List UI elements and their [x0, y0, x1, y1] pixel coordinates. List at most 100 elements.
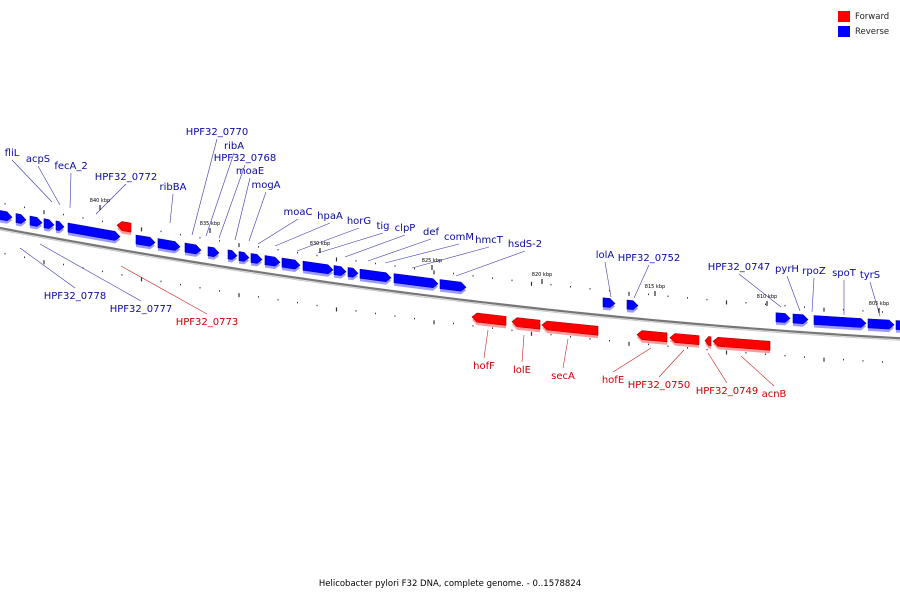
- ribBA2-gene-arrow[interactable]: [157, 238, 181, 254]
- HPF32_0770-gene-arrow[interactable]: [184, 242, 202, 257]
- gene-label[interactable]: moaE: [236, 166, 264, 177]
- secA-gene-arrow[interactable]: [541, 320, 599, 339]
- gene-label[interactable]: clpP: [395, 223, 416, 234]
- scale-label: 825 kbp: [422, 258, 442, 264]
- horG-gene-arrow[interactable]: [302, 260, 334, 277]
- HPF32_0749-gene-arrow[interactable]: [704, 336, 712, 349]
- hpaA-gene-arrow[interactable]: [281, 257, 301, 272]
- hsdS-2-gene-arrow[interactable]: [439, 279, 467, 295]
- lolA-gene-arrow[interactable]: [602, 297, 616, 311]
- gene-body: [511, 317, 541, 330]
- gene-label[interactable]: hofE: [602, 375, 624, 386]
- gene-label[interactable]: acnB: [762, 389, 787, 400]
- tyrS-gene-arrow[interactable]: [867, 318, 895, 333]
- gene-arrows[interactable]: [0, 210, 900, 354]
- gene-body: [775, 312, 791, 323]
- pyrH-gene-arrow[interactable]: [792, 313, 809, 327]
- lolE-gene-arrow[interactable]: [511, 317, 541, 333]
- gene-label[interactable]: hofF: [473, 361, 495, 372]
- leader-line: [483, 329, 489, 359]
- HPF32_0752-gene-arrow[interactable]: [626, 299, 639, 313]
- scale-label: 835 kbp: [200, 221, 220, 227]
- gene-label[interactable]: ribA: [224, 141, 244, 152]
- gene-body: [29, 215, 43, 227]
- gene-body: [250, 253, 263, 264]
- gene-body: [184, 242, 202, 255]
- hofF-gene-arrow[interactable]: [471, 312, 507, 329]
- gene-label[interactable]: horG: [347, 216, 371, 227]
- ribA-gene-arrow[interactable]: [207, 246, 220, 260]
- gene-label[interactable]: hsdS-2: [508, 239, 542, 250]
- ribBA-gene-arrow[interactable]: [135, 234, 156, 250]
- gene-label[interactable]: hpaA: [317, 211, 343, 222]
- leader-line: [367, 238, 432, 262]
- gene-body: [333, 265, 347, 276]
- gene-label[interactable]: secA: [551, 371, 575, 382]
- gene-label[interactable]: HPF32_0747: [708, 262, 770, 273]
- leader-line: [69, 172, 72, 209]
- gene-body: [471, 312, 507, 326]
- gene-label[interactable]: HPF32_0777: [110, 304, 172, 315]
- clpP-gene-arrow[interactable]: [347, 267, 359, 281]
- leader-line: [411, 246, 490, 269]
- gene-label[interactable]: ribBA: [160, 182, 187, 193]
- gene-label[interactable]: comM: [444, 232, 474, 243]
- gene-label[interactable]: HPF32_0768: [214, 153, 276, 164]
- legend-label: Reverse: [855, 26, 890, 37]
- gene-label[interactable]: pyrH: [775, 264, 799, 275]
- leader-line: [604, 261, 612, 298]
- hofE-gene-arrow[interactable]: [636, 330, 668, 345]
- gene-label[interactable]: spoT: [832, 268, 857, 279]
- gene-body: [116, 221, 132, 233]
- gene-body: [281, 257, 301, 270]
- leader-line: [633, 264, 650, 299]
- mogA-gene-arrow[interactable]: [250, 253, 263, 267]
- gene-body: [439, 279, 467, 292]
- gene-label[interactable]: fecA_2: [54, 161, 87, 172]
- gene-label[interactable]: def: [423, 227, 440, 238]
- tig-gene-arrow[interactable]: [333, 265, 347, 279]
- HPF32_0750-gene-arrow[interactable]: [669, 333, 700, 348]
- acpS2-gene-arrow[interactable]: [29, 215, 43, 230]
- HPF32_0773-gene-arrow[interactable]: [116, 221, 132, 236]
- gene-label[interactable]: HPF32_0773: [176, 317, 238, 328]
- acpS-gene-arrow[interactable]: [15, 213, 27, 227]
- gene-label[interactable]: HPF32_0752: [618, 253, 680, 264]
- reverse-swatch: [838, 26, 850, 37]
- moaC-gene-arrow[interactable]: [264, 255, 281, 270]
- gene-body: [704, 336, 712, 347]
- leader-line: [248, 191, 267, 242]
- gene-label[interactable]: acpS: [26, 154, 50, 165]
- tyrS2-gene-arrow[interactable]: [895, 320, 900, 333]
- gene-label[interactable]: tig: [376, 221, 389, 232]
- moaE-gene-arrow[interactable]: [238, 251, 250, 265]
- acpS3-gene-arrow[interactable]: [43, 218, 55, 232]
- gene-label[interactable]: fliL: [5, 148, 20, 159]
- gene-label[interactable]: HPF32_0772: [95, 172, 157, 183]
- fliL-gene-arrow[interactable]: [0, 210, 13, 224]
- gene-label[interactable]: moaC: [284, 207, 313, 218]
- gene-label[interactable]: HPF32_0770: [186, 127, 248, 138]
- leader-line: [612, 347, 652, 373]
- gene-label[interactable]: HPF32_0778: [44, 291, 106, 302]
- comM-gene-arrow[interactable]: [393, 273, 439, 291]
- HPF32_0768-gene-arrow[interactable]: [227, 249, 238, 263]
- scale-label: 805 kbp: [869, 301, 889, 307]
- fecA_2-gene-arrow[interactable]: [55, 220, 65, 234]
- gene-label[interactable]: HPF32_0750: [628, 380, 690, 391]
- acnB-gene-arrow[interactable]: [712, 336, 771, 354]
- gene-label[interactable]: rpoZ: [802, 266, 826, 277]
- gene-body: [264, 255, 281, 267]
- gene-label[interactable]: lolE: [513, 365, 531, 376]
- gene-label[interactable]: mogA: [251, 180, 280, 191]
- HPF32_0747-gene-arrow[interactable]: [775, 312, 791, 326]
- gene-label[interactable]: tyrS: [860, 270, 880, 281]
- scale-label: 815 kbp: [645, 284, 665, 290]
- spoT-gene-arrow[interactable]: [813, 315, 867, 331]
- HPF32_0772-gene-arrow[interactable]: [67, 222, 121, 244]
- gene-label[interactable]: hmcT: [475, 235, 504, 246]
- gene-label[interactable]: lolA: [596, 250, 615, 261]
- def-gene-arrow[interactable]: [359, 268, 392, 285]
- gene-label[interactable]: HPF32_0749: [696, 386, 758, 397]
